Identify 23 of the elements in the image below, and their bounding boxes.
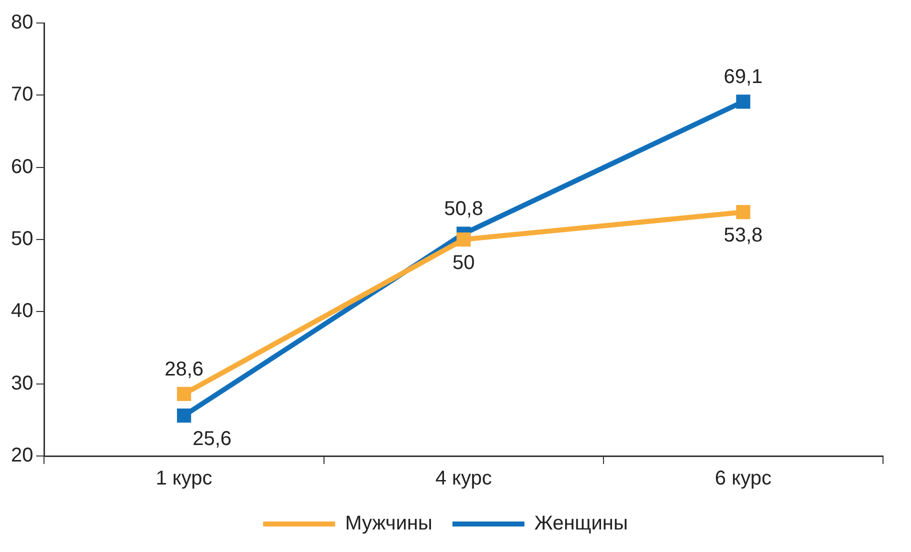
data-label: 28,6 [164,358,204,380]
legend-label: Мужчины [345,512,432,535]
data-label: 50 [452,252,475,274]
y-tick-label: 40 [10,300,34,322]
point [456,232,471,247]
y-tick-label: 60 [10,156,34,178]
point [736,94,750,109]
data-label: 69,1 [724,66,763,88]
legend-label: Женщины [534,512,628,535]
y-tick-label: 80 [10,12,34,34]
data-label: 25,6 [192,428,232,450]
point [176,386,192,402]
data-label: 50,8 [444,198,484,220]
x-tick-label: 1 курс [156,468,212,490]
x-tick-label: 6 курс [714,468,772,490]
x-tick-label: 4 курс [435,468,492,490]
point [736,205,750,220]
point [176,408,192,423]
y-tick-label: 50 [10,228,34,250]
y-tick-label: 30 [10,372,34,394]
y-tick-label: 70 [10,84,34,106]
y-tick-label: 20 [10,444,34,467]
data-label: 53,8 [724,224,763,247]
